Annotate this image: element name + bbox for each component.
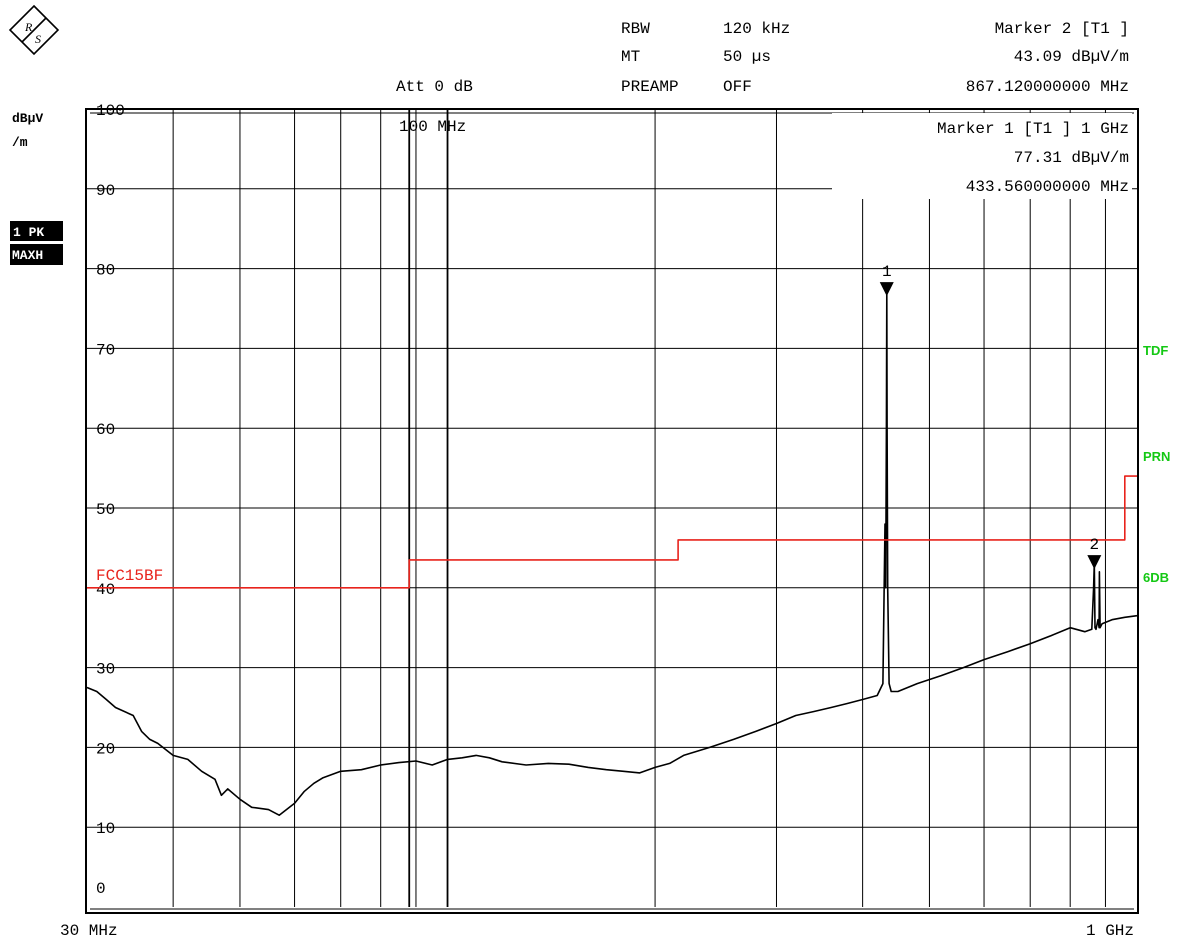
grid: [87, 108, 1137, 907]
marker-1-tag: 1: [882, 263, 892, 281]
rbw-value: 120 kHz: [723, 20, 790, 38]
svg-text:S: S: [35, 32, 41, 46]
limit-line-label: FCC15BF: [96, 567, 163, 585]
trace-badge-bottom: [10, 244, 63, 265]
marker1-readout-bg: [832, 113, 1132, 199]
y-tick-label-70: 70: [96, 341, 115, 359]
marker1-readout-box: Marker 1 [T1 ] 1 GHz 77.31 dBµV/m 433.56…: [832, 113, 1132, 199]
y-tick-label-40: 40: [96, 581, 115, 599]
side-label-tdf: TDF: [1143, 343, 1168, 358]
side-label-prn: PRN: [1143, 449, 1170, 464]
trace-1-pk-maxh: [86, 289, 1138, 817]
side-label-6db: 6DB: [1143, 570, 1169, 585]
marker1-title: Marker 1 [T1 ] 1 GHz: [937, 120, 1129, 138]
x-start-label: 30 MHz: [60, 922, 118, 940]
rbw-label: RBW: [621, 20, 650, 38]
y-tick-label-0: 0: [96, 880, 106, 898]
trace-badge-top: [10, 221, 63, 241]
y-tick-label-20: 20: [96, 740, 115, 758]
rohde-schwarz-logo-icon: R S: [8, 4, 60, 56]
marker-2-icon: [1087, 555, 1102, 570]
freq-100mhz-label: 100 MHz: [399, 118, 466, 136]
trace-badge-mode: MAXH: [12, 248, 43, 263]
marker-2-tag: 2: [1090, 536, 1100, 554]
y-tick-label-100: 100: [96, 102, 125, 120]
plot-frame: [85, 108, 1139, 914]
marker2-title: Marker 2 [T1 ]: [995, 20, 1129, 38]
marker1-frequency: 433.560000000 MHz: [966, 178, 1129, 196]
mt-value: 50 µs: [723, 48, 771, 66]
limit-line-fcc15bf: [87, 475, 1137, 589]
y-unit-line1: dBµV: [12, 111, 43, 126]
y-unit-line2: /m: [12, 135, 28, 150]
y-tick-label-90: 90: [96, 182, 115, 200]
marker1-level: 77.31 dBµV/m: [1014, 149, 1129, 167]
marker2-frequency: 867.120000000 MHz: [966, 78, 1129, 96]
marker2-level: 43.09 dBµV/m: [1014, 48, 1129, 66]
marker-1-icon: [879, 282, 894, 297]
y-tick-label-30: 30: [96, 661, 115, 679]
mt-label: MT: [621, 48, 640, 66]
y-tick-label-50: 50: [96, 501, 115, 519]
preamp-value: OFF: [723, 78, 752, 96]
y-tick-labels: 0 10 20 30 40 50 60 70 80 90 100: [96, 102, 125, 898]
y-tick-label-60: 60: [96, 421, 115, 439]
plot-area: 0 10 20 30 40 50 60 70 80 90 100 1 2: [85, 102, 1139, 914]
svg-text:R: R: [24, 20, 33, 34]
preamp-label: PREAMP: [621, 78, 679, 96]
x-stop-label: 1 GHz: [1086, 922, 1134, 940]
y-tick-label-10: 10: [96, 820, 115, 838]
attenuation-readout: Att 0 dB: [396, 78, 473, 96]
trace-badge-detector: 1 PK: [13, 225, 44, 240]
y-tick-label-80: 80: [96, 262, 115, 280]
